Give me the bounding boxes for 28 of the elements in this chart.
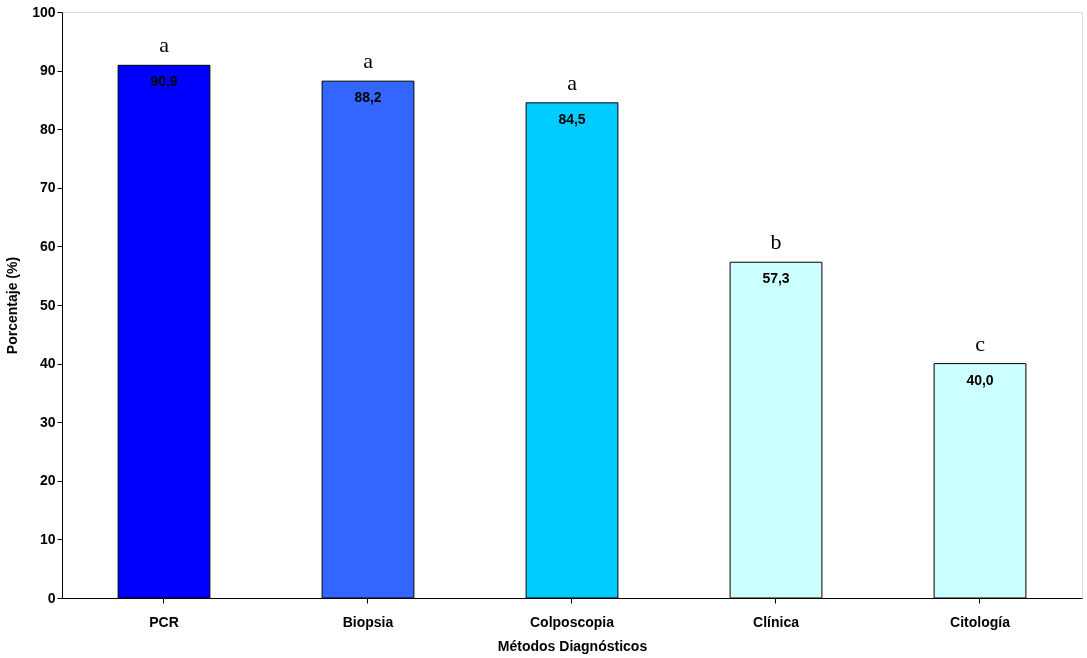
annotation: c: [975, 330, 986, 356]
y-tick-label: 40: [39, 355, 56, 372]
y-tick-label: 70: [39, 179, 56, 196]
x-tick-label: Colposcopia: [529, 613, 615, 630]
x-axis-title: Métodos Diagnósticos: [497, 637, 648, 654]
x-tick-label: Citología: [950, 613, 1011, 630]
y-tick-label: 60: [39, 237, 56, 254]
y-tick-label: 0: [47, 589, 56, 606]
data-label: 57,3: [762, 270, 790, 287]
annotation: a: [159, 32, 170, 58]
y-axis-title: Porcentaje (%): [4, 256, 21, 355]
x-tick-label: PCR: [149, 613, 179, 630]
y-tick-label: 50: [39, 296, 56, 313]
data-label: 40,0: [966, 371, 994, 388]
y-tick-label: 10: [39, 530, 56, 547]
y-tick-label: 80: [39, 120, 56, 137]
annotation: a: [567, 69, 578, 95]
y-tick-label: 90: [39, 62, 56, 79]
y-tick-label: 20: [39, 472, 56, 489]
x-tick-label: Clínica: [753, 613, 800, 630]
data-label: 84,5: [558, 110, 586, 127]
data-label: 90,9: [150, 73, 178, 90]
y-tick-label: 100: [32, 3, 56, 20]
annotation: a: [363, 48, 374, 74]
annotation: b: [770, 229, 782, 255]
data-label: 88,2: [354, 89, 382, 106]
x-tick-label: Biopsia: [342, 613, 394, 630]
y-tick-label: 30: [39, 413, 56, 430]
